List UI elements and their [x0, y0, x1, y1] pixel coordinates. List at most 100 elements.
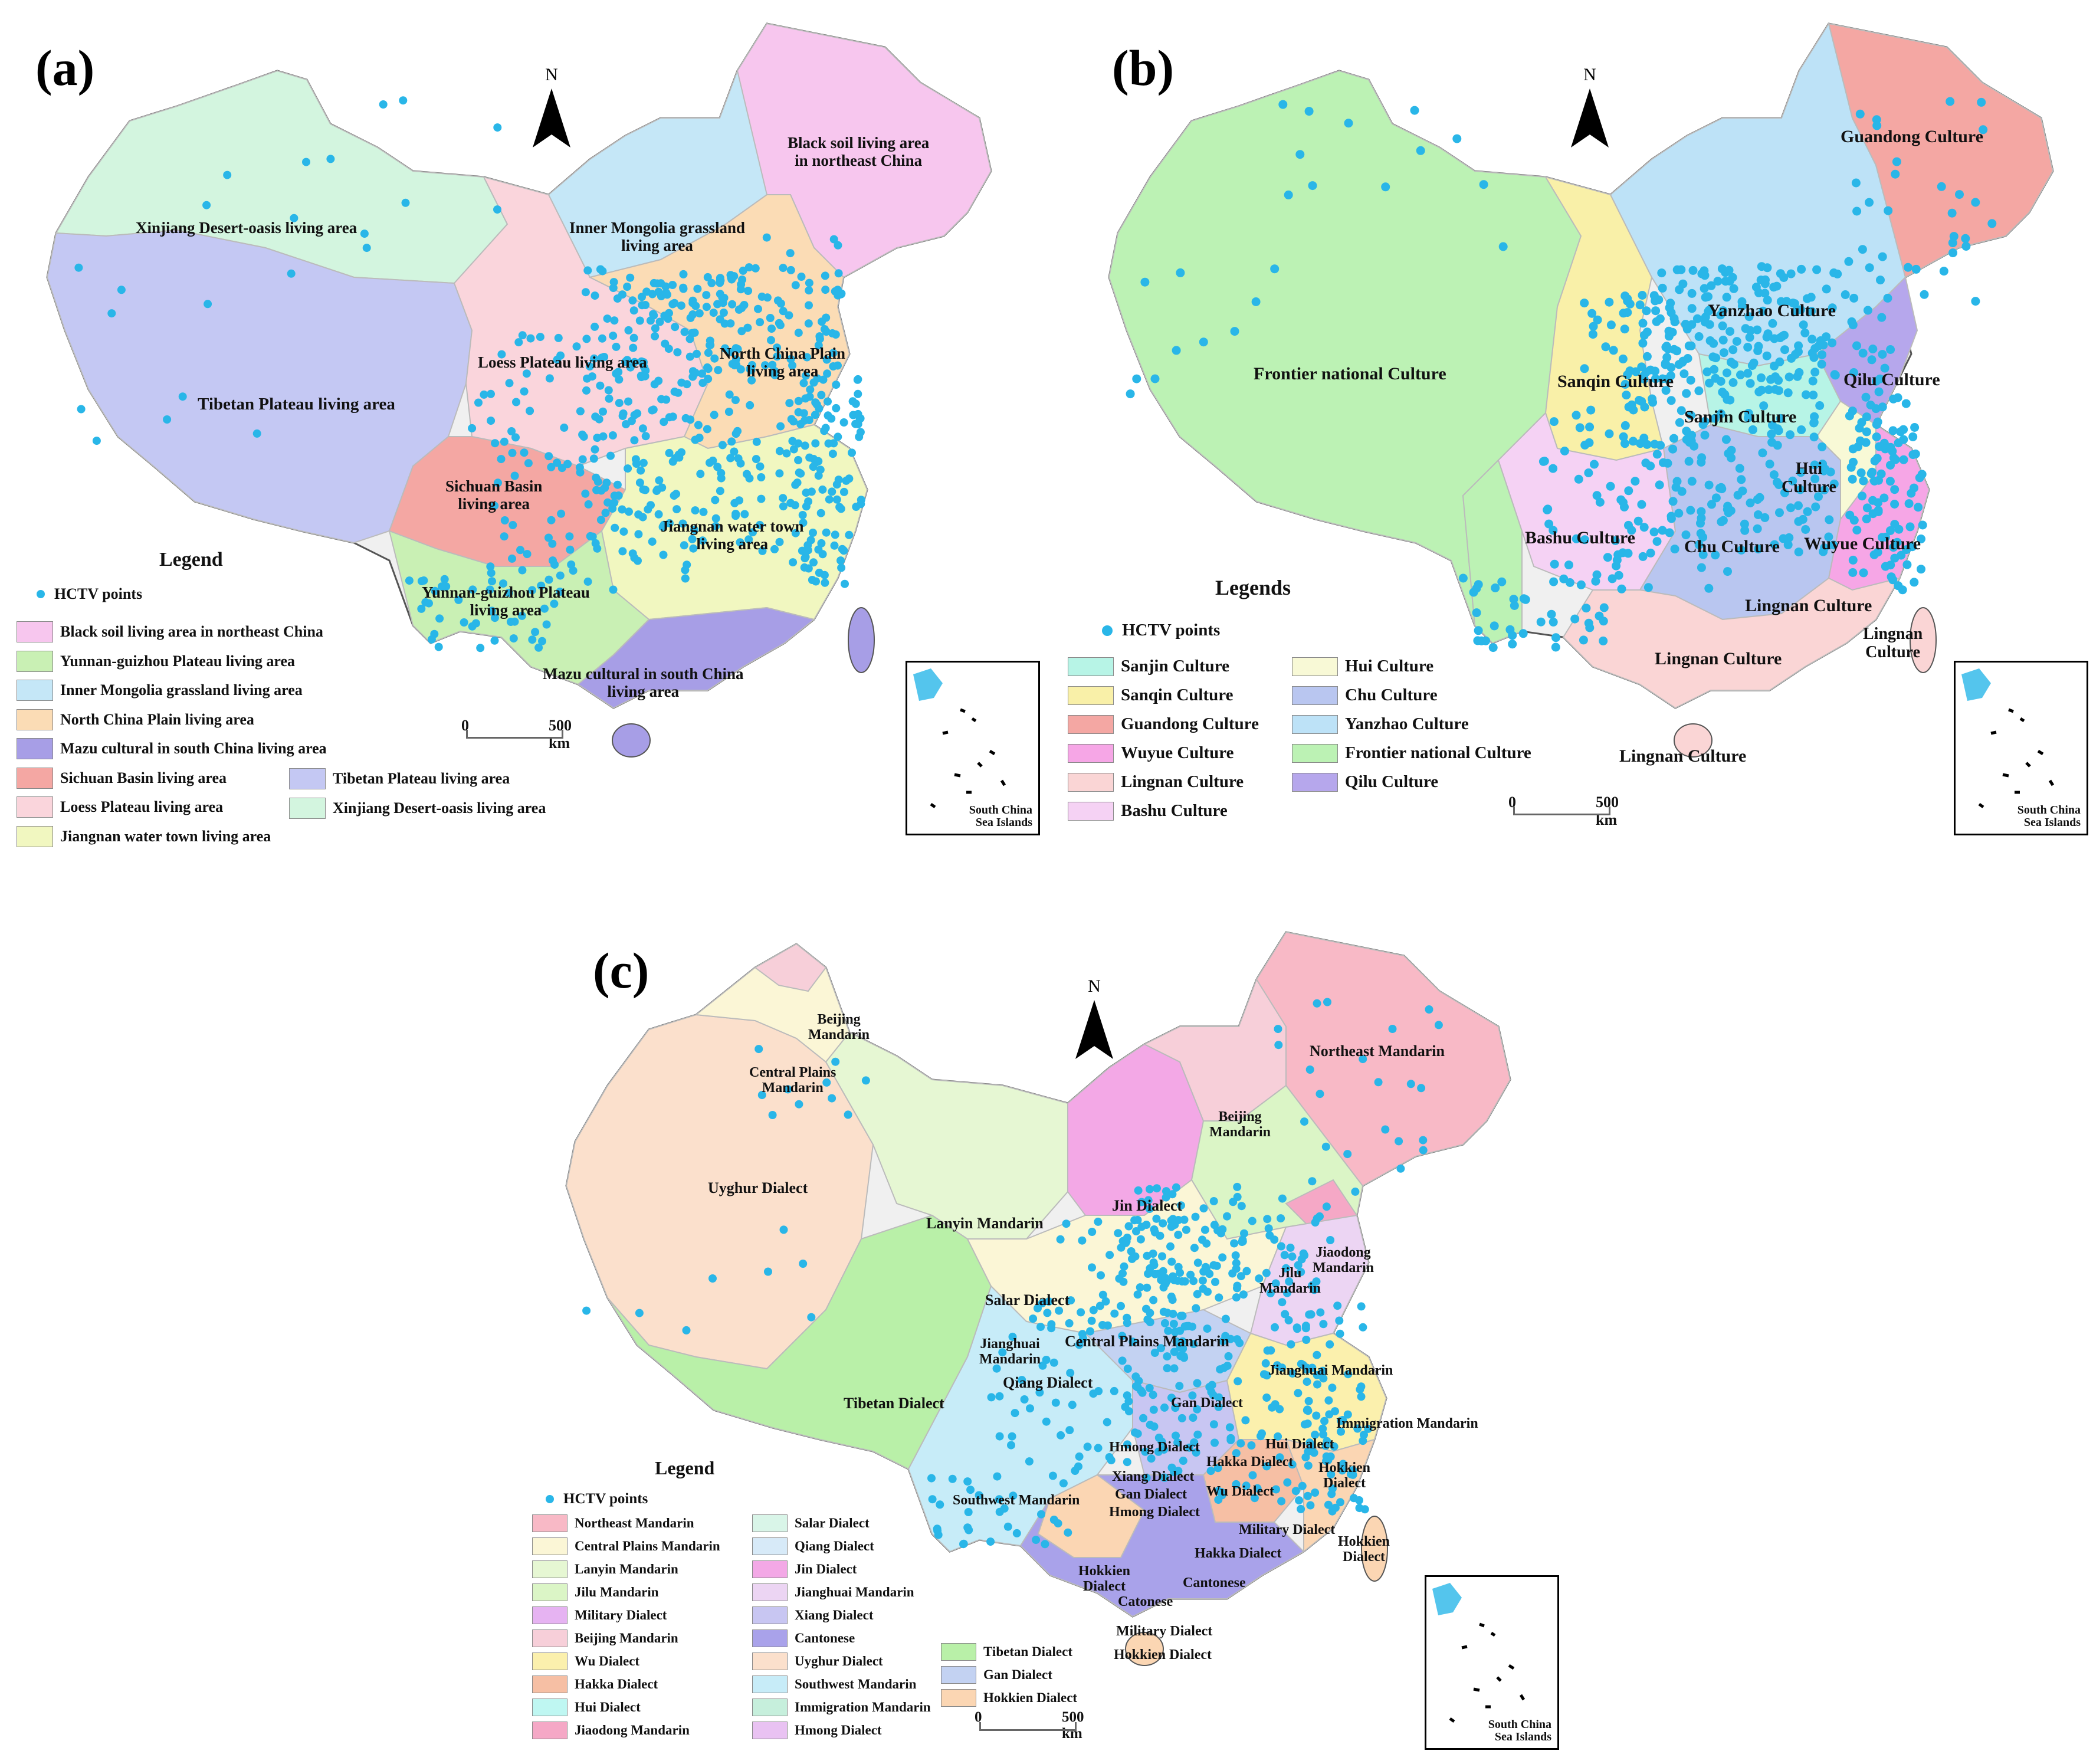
- hctv-point: [801, 552, 810, 561]
- north-arrow-a: N: [528, 65, 575, 153]
- hctv-point: [1757, 373, 1766, 382]
- hctv-point: [1159, 1307, 1168, 1316]
- hctv-point: [1559, 574, 1569, 583]
- hctv-point: [1176, 1343, 1185, 1352]
- hctv-point: [1160, 1445, 1169, 1454]
- hctv-point: [1344, 1370, 1353, 1379]
- hctv-point: [1107, 1456, 1116, 1465]
- hctv-point: [1302, 1336, 1311, 1344]
- hctv-point: [1396, 1164, 1405, 1173]
- north-arrow-b: N: [1566, 65, 1613, 153]
- legend-item-a-3: North China Plain living area: [17, 709, 254, 730]
- hctv-point: [927, 1474, 936, 1483]
- hctv-point: [1124, 1407, 1133, 1416]
- hctv-point: [775, 319, 783, 327]
- hctv-point: [1776, 414, 1785, 423]
- hctv-point: [1068, 1401, 1077, 1409]
- hctv-point: [779, 264, 788, 273]
- hctv-point: [1186, 1270, 1195, 1279]
- hctv-point: [1633, 516, 1643, 526]
- hctv-point: [966, 1486, 975, 1494]
- hctv-point: [1232, 1264, 1241, 1273]
- hctv-point: [1271, 1279, 1280, 1288]
- hctv-point: [1686, 375, 1695, 385]
- region-label-c-24: Southwest Mandarin: [953, 1493, 1080, 1508]
- hctv-point: [490, 614, 499, 622]
- hctv-point: [629, 343, 638, 352]
- legend-label: Xiang Dialect: [795, 1608, 874, 1622]
- hctv-point: [773, 352, 782, 361]
- hctv-point: [1724, 265, 1734, 275]
- hctv-point: [1881, 532, 1890, 542]
- hctv-point: [1623, 296, 1632, 306]
- hctv-point: [1694, 386, 1704, 395]
- hctv-point: [1171, 1327, 1180, 1336]
- hctv-point: [1711, 493, 1721, 503]
- hctv-point: [1088, 1263, 1096, 1272]
- hctv-point: [1643, 583, 1653, 592]
- hctv-point: [789, 445, 798, 454]
- hctv-point: [1700, 417, 1710, 426]
- hctv-point: [547, 463, 556, 471]
- hctv-point: [511, 433, 520, 442]
- hctv-point: [1211, 1277, 1219, 1286]
- hctv-point: [1117, 1243, 1126, 1252]
- hctv-point: [1687, 341, 1696, 350]
- hctv-point: [1219, 1363, 1228, 1372]
- hctv-point: [360, 229, 369, 238]
- hctv-point: [1668, 444, 1678, 454]
- region-label-c-27: Hakka Dialect: [1195, 1546, 1282, 1561]
- hctv-point: [1779, 534, 1788, 543]
- hctv-point: [1282, 1288, 1291, 1297]
- hctv-point: [1311, 1218, 1320, 1227]
- hctv-point: [1794, 341, 1803, 350]
- hctv-point: [1313, 999, 1321, 1008]
- hctv-point: [1315, 1212, 1324, 1221]
- hctv-point: [824, 439, 833, 448]
- hctv-point: [857, 496, 865, 504]
- hctv-point: [679, 284, 688, 293]
- hctv-point: [1627, 526, 1636, 535]
- hctv-point: [787, 415, 796, 424]
- hctv-point: [693, 349, 701, 358]
- hctv-point: [1661, 386, 1671, 395]
- hctv-point: [1732, 337, 1741, 346]
- hctv-point: [1704, 307, 1713, 316]
- hctv-point: [1364, 1424, 1373, 1433]
- hctv-point: [1163, 1364, 1172, 1373]
- hctv-point: [1576, 580, 1586, 589]
- hctv-point: [1809, 391, 1818, 400]
- hctv-point: [1686, 506, 1695, 515]
- hctv-point: [1766, 375, 1776, 384]
- hctv-point: [1544, 519, 1554, 529]
- hctv-point: [1549, 577, 1559, 586]
- hctv-point: [623, 283, 632, 291]
- hctv-point: [1914, 503, 1923, 512]
- region-label-c-22: Gan Dialect: [1115, 1487, 1187, 1502]
- hctv-point: [518, 566, 527, 575]
- region-label-c-12: Qiang Dialect: [1003, 1374, 1093, 1391]
- hctv-point: [1801, 525, 1810, 534]
- hctv-point: [1550, 559, 1559, 569]
- legend-label: Immigration Mandarin: [795, 1700, 931, 1714]
- hctv-point: [1788, 476, 1797, 486]
- hctv-point: [1595, 497, 1605, 507]
- hctv-point: [548, 539, 557, 548]
- hctv-point: [1287, 1340, 1295, 1349]
- hctv-point: [1312, 1277, 1321, 1286]
- hctv-point: [520, 448, 529, 457]
- hctv-point: [670, 491, 678, 500]
- region-label-c-13: Tibetan Dialect: [844, 1395, 944, 1412]
- legend-swatch: [752, 1676, 788, 1693]
- hctv-point: [1883, 293, 1892, 303]
- hctv-point: [1174, 1467, 1183, 1476]
- hctv-point: [1753, 524, 1762, 533]
- hctv-point: [861, 1076, 870, 1085]
- hctv-point: [688, 535, 697, 543]
- hctv-point: [638, 424, 647, 433]
- hctv-point: [716, 276, 724, 285]
- hctv-point: [1285, 1277, 1294, 1286]
- legend-swatch: [1068, 686, 1114, 705]
- hctv-point: [730, 447, 739, 456]
- hctv-point: [756, 520, 764, 529]
